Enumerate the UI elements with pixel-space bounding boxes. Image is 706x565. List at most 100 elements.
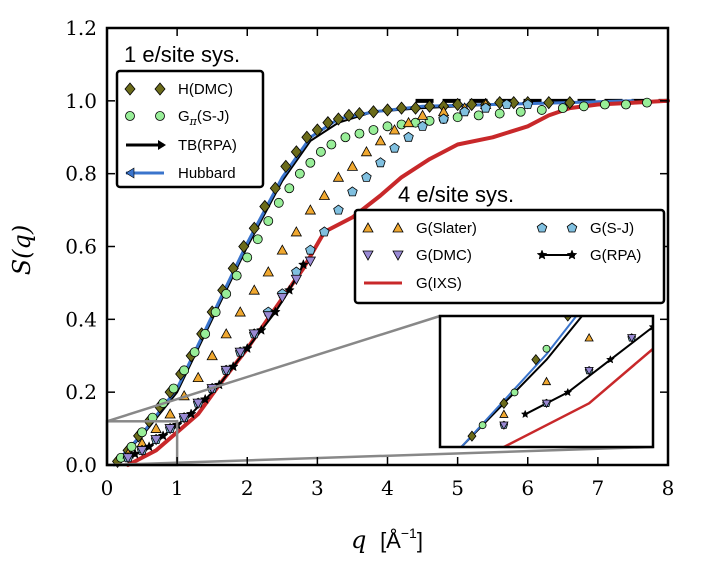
y-axis-label: S(q): [8, 225, 36, 276]
point-hdmc: [564, 96, 576, 110]
point-hdmc: [332, 112, 344, 126]
point-hdmc: [410, 101, 422, 115]
point-gsj: [382, 121, 393, 132]
point-gsj: [515, 106, 526, 117]
point-gsj: [319, 226, 330, 237]
point-gsj: [294, 168, 305, 179]
point-gslater: [164, 408, 176, 419]
point-gdmc: [150, 435, 162, 446]
legend-4e-markers: [362, 222, 578, 285]
point-gslater: [248, 284, 260, 295]
x-axis-symbol: q: [351, 526, 366, 554]
point-gslater: [346, 160, 359, 171]
point-hdmc: [508, 96, 520, 110]
point-hdmc: [280, 159, 292, 174]
annotation-1e: 1 e/site sys.: [124, 42, 240, 67]
legend-gpi-main: G: [178, 108, 190, 125]
point-gsj: [305, 157, 316, 168]
y-tick-label: 1.2: [65, 16, 97, 40]
legend-diamond-marker: [124, 82, 136, 96]
point-hdmc: [396, 101, 408, 115]
point-gsj: [557, 103, 568, 114]
point-gslater: [360, 145, 373, 157]
legend-1e: H(DMC) Gπ(S-J) TB(RPA) Hubbard: [115, 69, 265, 189]
inset-frame: [438, 314, 655, 449]
axis-ticks: 0 1 2 3 4 5 6 7 8 0.0 0.2 0.4 0.6 0.8 1.0 1.2: [65, 16, 674, 500]
point-gsj: [417, 120, 428, 131]
x-tick-label: 6: [521, 476, 534, 500]
point-gslater: [416, 109, 429, 120]
point-gsj: [263, 216, 274, 226]
point-gsj: [642, 97, 652, 108]
x-axis-unit: [Å: [380, 528, 401, 553]
point-gdmc: [192, 398, 204, 409]
point-gslater: [290, 226, 303, 237]
point-gslater: [374, 135, 387, 146]
legend-diamond-marker: [154, 82, 166, 96]
point-gsj: [389, 142, 400, 153]
point-gsj: [333, 204, 344, 215]
legend-hubbard-triangle: [125, 167, 135, 179]
legend-4e: G(Slater) G(S-J) G(DMC) G(RPA) G(IXS): [353, 208, 666, 305]
point-hdmc: [259, 199, 271, 214]
x-tick-label: 1: [171, 476, 184, 500]
point-gsj: [305, 244, 316, 255]
legend-4e-label-slater: G(Slater): [416, 220, 477, 237]
point-gslater: [234, 306, 246, 317]
point-hdmc: [367, 105, 379, 119]
y-tick-label: 0.2: [65, 380, 97, 404]
legend-1e-label-tbrpa: TB(RPA): [178, 137, 237, 154]
point-gsj: [438, 113, 449, 124]
point-hdmc: [543, 96, 555, 110]
inset-point-gsj: [510, 388, 519, 397]
point-gdmc: [178, 413, 190, 424]
point-gsj: [459, 106, 470, 117]
point-hdmc: [353, 106, 365, 121]
point-gsj: [273, 197, 284, 208]
legend-tbrpa-arrow: [158, 140, 166, 150]
inset-point-grpa: [520, 409, 530, 419]
point-gdmc: [304, 256, 317, 267]
point-gsj: [126, 441, 137, 452]
point-gdmc: [248, 329, 260, 340]
point-gsj: [179, 365, 190, 376]
point-gsj: [375, 157, 386, 168]
point-hdmc: [290, 145, 302, 159]
inset-point-hdmc: [531, 354, 541, 366]
point-gsj: [242, 252, 253, 263]
point-hdmc: [466, 97, 478, 112]
point-gsj: [361, 171, 372, 182]
point-hdmc: [343, 108, 355, 123]
legend-triangle-up-marker: [362, 222, 374, 233]
inset-point-gslater: [541, 376, 552, 386]
point-gslater: [192, 371, 204, 383]
inset-point-gsj: [542, 344, 551, 353]
point-hdmc: [248, 221, 260, 235]
y-tick-label: 0.0: [65, 453, 97, 477]
legend-pentagon-marker: [536, 222, 548, 233]
point-gslater: [220, 328, 232, 339]
point-gsj: [354, 128, 365, 139]
point-gsj: [621, 99, 631, 110]
legend-triangle-up-marker: [392, 222, 404, 233]
point-gsj: [326, 139, 337, 150]
point-gslater: [276, 244, 288, 255]
point-hdmc: [322, 116, 334, 130]
y-tick-label: 0.4: [65, 307, 97, 331]
point-gsj: [189, 347, 200, 358]
x-axis-unit-close: ]: [417, 528, 423, 553]
point-gsj: [599, 99, 610, 110]
legend-1e-label-hdmc: H(DMC): [178, 81, 233, 98]
point-gsj: [231, 270, 242, 281]
x-tick-label: 7: [592, 476, 605, 500]
legend-1e-box: [115, 69, 265, 189]
inset-point-gslater: [499, 409, 509, 418]
point-gsj: [291, 266, 302, 277]
point-hdmc: [301, 130, 313, 144]
x-tick-label: 5: [451, 476, 464, 500]
annotation-4e: 4 e/site sys.: [398, 182, 514, 207]
point-gsj: [403, 131, 414, 142]
x-axis-unit-exponent: −1: [401, 525, 417, 541]
x-axis-label: q [Å−1]: [351, 525, 423, 554]
x-tick-label: 3: [311, 476, 324, 500]
